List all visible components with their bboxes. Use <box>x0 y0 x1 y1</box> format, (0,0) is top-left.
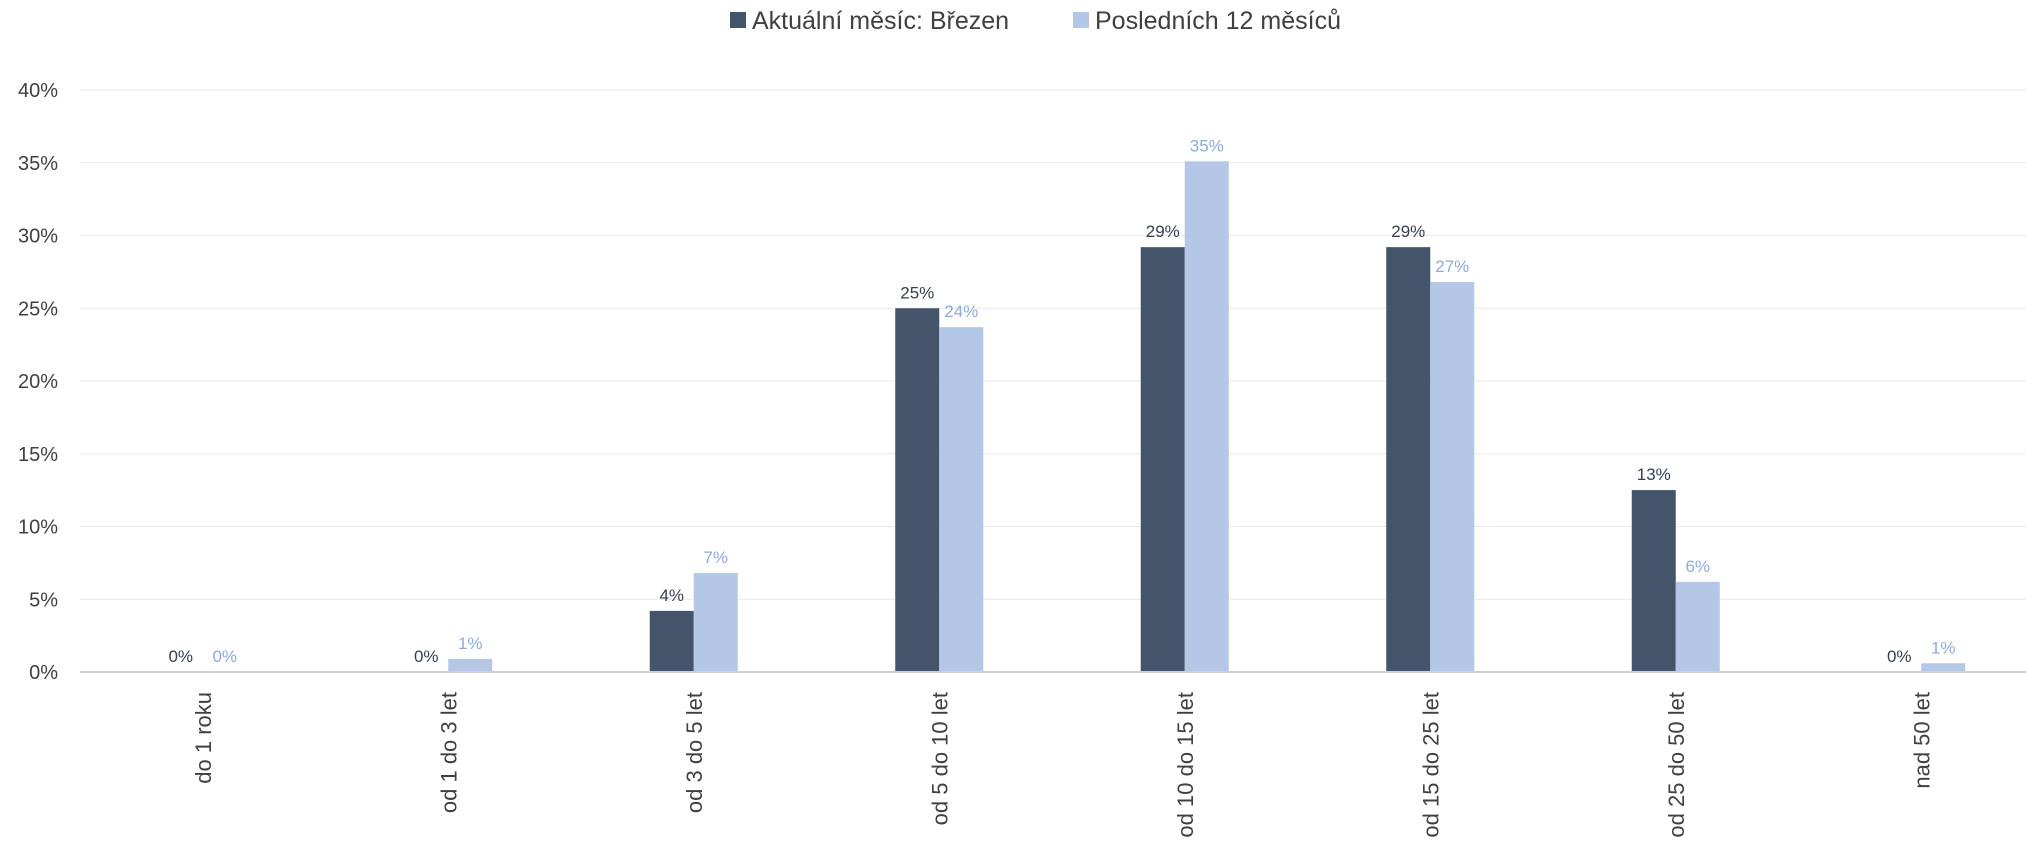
bar <box>939 327 984 672</box>
data-label: 1% <box>1931 638 1956 657</box>
legend-label: Posledních 12 měsíců <box>1095 7 1341 35</box>
data-label: 6% <box>1685 557 1710 576</box>
y-tick-label: 5% <box>29 589 58 611</box>
data-label: 0% <box>212 647 237 666</box>
x-tick-label: od 3 do 5 let <box>682 692 707 813</box>
bar <box>1631 490 1676 672</box>
bar <box>448 658 493 672</box>
data-labels: 0% 0% 0% 1% 4% 7% 25% 24% 29% 35% 29% 27% 13% 6% 0% 1% <box>168 136 1955 666</box>
data-label: 13% <box>1637 465 1671 484</box>
y-tick-label: 30% <box>18 226 58 248</box>
bars <box>448 161 1966 673</box>
legend-swatch <box>1073 12 1089 28</box>
bar <box>1386 247 1431 672</box>
data-label: 27% <box>1435 257 1469 276</box>
data-label: 4% <box>659 586 684 605</box>
x-tick-label: od 25 do 50 let <box>1664 692 1689 838</box>
legend: Aktuální měsíc: Březen Posledních 12 měsí… <box>730 7 1341 35</box>
x-tick-label: do 1 roku <box>191 692 216 784</box>
y-tick-label: 10% <box>18 517 58 539</box>
x-tick-label: od 15 do 25 let <box>1418 692 1443 838</box>
x-tick-label: nad 50 let <box>1909 692 1934 789</box>
data-label: 1% <box>458 634 483 653</box>
data-label: 0% <box>1887 647 1912 666</box>
x-axis-category-labels: do 1 roku od 1 do 3 let od 3 do 5 let od 5 … <box>191 692 1935 838</box>
y-tick-label: 20% <box>18 371 58 393</box>
bar <box>1140 247 1185 672</box>
y-tick-label: 25% <box>18 298 58 320</box>
bar <box>1184 161 1229 673</box>
bar <box>895 308 940 672</box>
gridlines <box>80 89 2026 600</box>
y-tick-label: 35% <box>18 153 58 175</box>
data-label: 25% <box>900 283 934 302</box>
x-tick-label: od 5 do 10 let <box>927 692 952 825</box>
data-label: 7% <box>703 548 728 567</box>
data-label: 29% <box>1391 222 1425 241</box>
y-tick-label: 15% <box>18 444 58 466</box>
bar <box>1675 581 1720 672</box>
bar <box>649 610 694 672</box>
data-label: 0% <box>168 647 193 666</box>
bar <box>693 573 738 672</box>
y-tick-label: 0% <box>29 662 58 684</box>
y-axis-tick-labels: 0% 5% 10% 15% 20% 25% 30% 35% 40% <box>18 80 58 684</box>
data-label: 35% <box>1190 136 1224 155</box>
data-label: 0% <box>414 647 439 666</box>
bar <box>1921 663 1966 672</box>
y-tick-label: 40% <box>18 80 58 102</box>
data-label: 24% <box>944 302 978 321</box>
legend-swatch <box>730 12 746 28</box>
legend-label: Aktuální měsíc: Březen <box>752 7 1009 35</box>
x-tick-label: od 10 do 15 let <box>1173 692 1198 838</box>
x-tick-label: od 1 do 3 let <box>436 692 461 813</box>
data-label: 29% <box>1146 222 1180 241</box>
bar <box>1430 282 1475 672</box>
